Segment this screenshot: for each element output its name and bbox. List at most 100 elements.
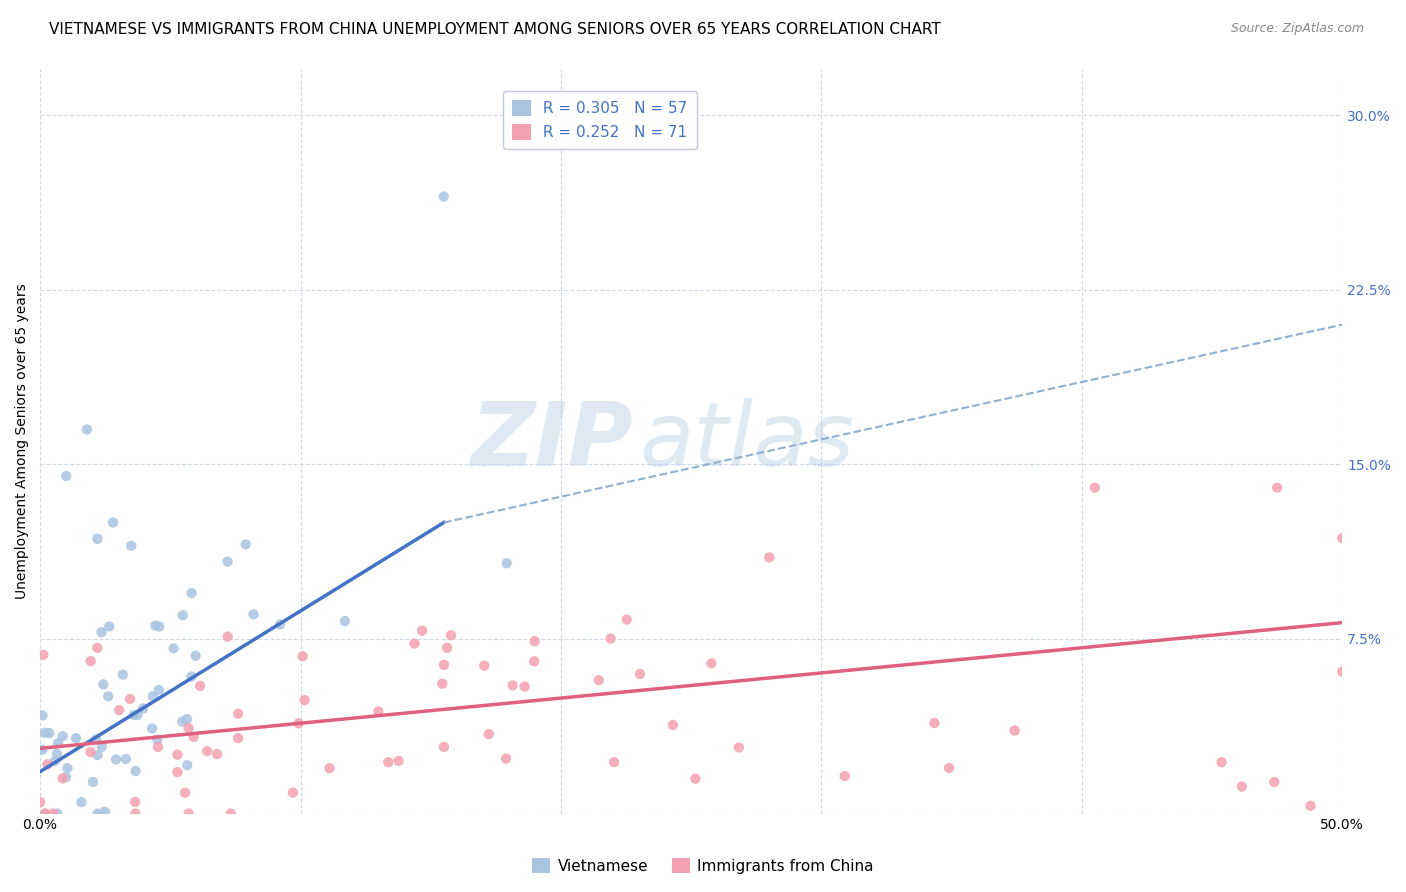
Point bbox=[523, 654, 546, 668]
Point bbox=[55, 770, 77, 784]
Point bbox=[433, 739, 456, 754]
Point bbox=[411, 624, 433, 638]
Point bbox=[80, 654, 103, 668]
Point bbox=[101, 516, 124, 530]
Point bbox=[472, 658, 495, 673]
Point bbox=[367, 705, 389, 719]
Point bbox=[141, 722, 163, 736]
Point bbox=[1084, 481, 1107, 495]
Point bbox=[217, 630, 239, 644]
Point bbox=[46, 736, 69, 750]
Point bbox=[685, 772, 707, 786]
Point bbox=[1299, 798, 1322, 813]
Point bbox=[588, 673, 610, 688]
Point bbox=[124, 795, 146, 809]
Point bbox=[124, 764, 146, 778]
Point bbox=[45, 747, 67, 761]
Point bbox=[172, 714, 194, 729]
Point bbox=[662, 718, 685, 732]
Point bbox=[616, 613, 638, 627]
Point bbox=[176, 758, 198, 772]
Legend: Vietnamese, Immigrants from China: Vietnamese, Immigrants from China bbox=[526, 852, 880, 880]
Point bbox=[269, 617, 291, 632]
Point bbox=[195, 744, 218, 758]
Point bbox=[55, 469, 77, 483]
Point bbox=[287, 716, 309, 731]
Point bbox=[70, 795, 93, 809]
Point bbox=[184, 648, 207, 663]
Point bbox=[166, 765, 188, 780]
Point bbox=[387, 754, 409, 768]
Point bbox=[291, 649, 314, 664]
Point bbox=[118, 692, 141, 706]
Point bbox=[30, 795, 52, 809]
Point bbox=[86, 640, 108, 655]
Point bbox=[180, 669, 202, 683]
Point bbox=[176, 712, 198, 726]
Point bbox=[105, 752, 128, 766]
Point bbox=[495, 751, 517, 765]
Point bbox=[700, 657, 723, 671]
Point bbox=[628, 667, 651, 681]
Point bbox=[132, 701, 155, 715]
Text: VIETNAMESE VS IMMIGRANTS FROM CHINA UNEMPLOYMENT AMONG SENIORS OVER 65 YEARS COR: VIETNAMESE VS IMMIGRANTS FROM CHINA UNEM… bbox=[49, 22, 941, 37]
Point bbox=[728, 740, 751, 755]
Point bbox=[90, 739, 112, 754]
Point bbox=[377, 756, 399, 770]
Point bbox=[433, 189, 456, 203]
Point bbox=[148, 619, 170, 633]
Point bbox=[146, 739, 169, 754]
Point bbox=[98, 619, 121, 633]
Point bbox=[65, 731, 87, 745]
Point bbox=[166, 747, 188, 762]
Point bbox=[114, 752, 136, 766]
Y-axis label: Unemployment Among Seniors over 65 years: Unemployment Among Seniors over 65 years bbox=[15, 283, 30, 599]
Point bbox=[281, 785, 304, 799]
Point bbox=[94, 805, 117, 819]
Point bbox=[599, 632, 621, 646]
Point bbox=[91, 677, 114, 691]
Point bbox=[1230, 780, 1253, 794]
Legend:  R = 0.305   N = 57,  R = 0.252   N = 71: R = 0.305 N = 57, R = 0.252 N = 71 bbox=[503, 91, 697, 149]
Point bbox=[1211, 755, 1233, 769]
Point bbox=[502, 678, 524, 692]
Point bbox=[603, 755, 626, 769]
Point bbox=[432, 676, 454, 690]
Point bbox=[235, 537, 257, 551]
Point bbox=[34, 725, 56, 739]
Point bbox=[34, 806, 56, 821]
Point bbox=[148, 682, 170, 697]
Point bbox=[226, 706, 249, 721]
Point bbox=[1331, 665, 1354, 679]
Point bbox=[37, 757, 59, 772]
Point bbox=[44, 754, 66, 768]
Point bbox=[177, 721, 200, 735]
Point bbox=[177, 806, 200, 821]
Point bbox=[127, 708, 149, 723]
Text: Source: ZipAtlas.com: Source: ZipAtlas.com bbox=[1230, 22, 1364, 36]
Point bbox=[86, 532, 108, 546]
Point bbox=[318, 761, 340, 775]
Point bbox=[56, 761, 79, 775]
Point bbox=[82, 775, 104, 789]
Point bbox=[217, 555, 239, 569]
Point bbox=[938, 761, 960, 775]
Point bbox=[242, 607, 264, 622]
Point bbox=[122, 708, 145, 723]
Point bbox=[34, 806, 56, 821]
Point bbox=[31, 743, 53, 757]
Text: atlas: atlas bbox=[640, 398, 853, 484]
Point bbox=[52, 772, 75, 786]
Point bbox=[143, 618, 166, 632]
Point bbox=[404, 636, 426, 650]
Point bbox=[205, 747, 228, 761]
Point bbox=[120, 539, 142, 553]
Point bbox=[226, 731, 249, 745]
Point bbox=[433, 657, 456, 672]
Point bbox=[924, 716, 946, 731]
Point bbox=[834, 769, 856, 783]
Point bbox=[42, 806, 65, 821]
Point bbox=[172, 608, 194, 623]
Point bbox=[79, 745, 101, 759]
Point bbox=[46, 806, 69, 821]
